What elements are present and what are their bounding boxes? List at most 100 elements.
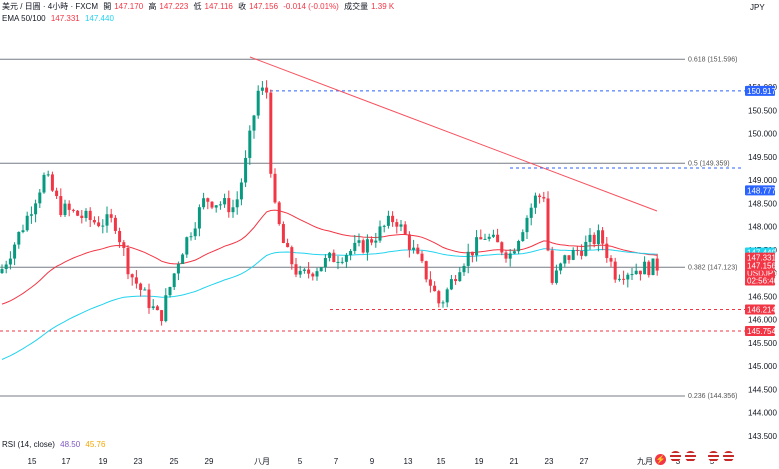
price-tag-bg (745, 325, 775, 336)
candle-body (504, 252, 508, 259)
price-tag-bg (745, 85, 775, 96)
lightning-icon[interactable]: ⚡ (655, 454, 666, 465)
candle-body (63, 203, 67, 216)
ema-legend[interactable]: EMA 50/100 147.331 147.440 (2, 14, 117, 24)
candle-body (252, 115, 256, 131)
candle-body (487, 236, 491, 239)
candle-body (529, 207, 533, 218)
rsi-value-2: 45.76 (85, 440, 106, 449)
rsi-legend[interactable]: RSI (14, close) 48.50 45.76 (2, 440, 108, 450)
candle-body (105, 214, 109, 226)
candle-body (508, 253, 512, 259)
candle-body (559, 263, 563, 271)
candle-body (580, 250, 584, 256)
candle-body (470, 251, 474, 256)
candle-body (214, 205, 218, 208)
candle-body (21, 230, 25, 232)
candle-body (605, 243, 609, 259)
open-value: 147.170 (114, 2, 144, 11)
price-tick: 144.500 (748, 385, 777, 394)
descending-trendline[interactable] (249, 56, 658, 212)
time-tick: 19 (475, 457, 484, 466)
candle-body (332, 252, 336, 263)
candle-body (428, 279, 432, 286)
candle-body (588, 234, 592, 242)
us-flag-icon[interactable] (685, 451, 696, 462)
time-tick: 3 (676, 457, 681, 466)
candle-body (294, 264, 298, 275)
candle-body (130, 274, 134, 278)
currency-label[interactable]: JPY (750, 3, 765, 12)
rsi-label: RSI (14, close) (2, 440, 55, 449)
candle-body (218, 204, 222, 206)
candle-body (433, 285, 437, 292)
candle-body (407, 234, 411, 250)
candle-body (592, 234, 596, 245)
candle-body (185, 237, 189, 255)
candle-body (189, 236, 193, 238)
candle-body (176, 263, 180, 274)
candle-body (76, 210, 80, 216)
candle-body (46, 174, 50, 176)
candle-body (483, 238, 487, 240)
time-axis[interactable]: 151719232529八月579131519212327九月35 (28, 457, 715, 466)
fib-level-label: 0.618 (151.596) (688, 56, 737, 63)
candle-body (613, 261, 617, 280)
candle-body (168, 287, 172, 296)
open-label: 開 (103, 2, 112, 11)
candlesticks (0, 80, 659, 326)
candle-body (525, 217, 529, 233)
candle-body (491, 234, 495, 237)
candle-body (311, 273, 315, 277)
candle-body (349, 250, 353, 256)
close-label: 收 (238, 2, 247, 11)
candle-body (630, 274, 634, 276)
candle-body (286, 243, 290, 248)
candle-body (50, 174, 54, 191)
candle-body (307, 269, 311, 274)
us-flag-icon[interactable] (670, 451, 681, 462)
candle-body (336, 261, 340, 263)
price-tick: 143.500 (748, 432, 777, 441)
candle-body (386, 215, 390, 226)
candle-body (361, 240, 365, 253)
candle-body (437, 291, 441, 304)
candle-body (601, 230, 605, 244)
candle-body (244, 157, 248, 183)
time-tick: 23 (545, 457, 554, 466)
symbol-title[interactable]: 美元 / 日圓 · 4小時 · FXCM (2, 2, 98, 11)
price-tick: 146.500 (748, 292, 777, 301)
ema50-value: 147.331 (50, 14, 80, 23)
candle-body (71, 209, 75, 211)
candle-body (571, 249, 575, 260)
candle-body (626, 274, 630, 280)
event-icons[interactable]: ⚡ (655, 451, 734, 465)
price-tick: 148.000 (748, 223, 777, 232)
candle-body (517, 241, 521, 252)
candle-body (155, 306, 159, 311)
ema100-line[interactable] (1, 248, 658, 360)
candle-body (449, 279, 453, 290)
candle-body (374, 240, 378, 243)
fib-level-label: 0.236 (144.356) (688, 393, 737, 400)
us-flag-icon[interactable] (708, 451, 719, 462)
candle-body (239, 182, 243, 200)
candle-body (42, 174, 46, 193)
time-tick: 7 (334, 457, 339, 466)
price-tick: 149.500 (748, 153, 777, 162)
price-tick: 144.000 (748, 409, 777, 418)
price-tag-bg (745, 185, 775, 196)
time-tick: 15 (28, 457, 37, 466)
fib-level-label: 0.5 (149.359) (688, 160, 730, 167)
price-tag-label: 147.156 (747, 262, 776, 271)
us-flag-icon[interactable] (723, 451, 734, 462)
candle-body (197, 207, 201, 229)
candle-body (403, 224, 407, 235)
rsi-value-1: 48.50 (60, 440, 81, 449)
price-axis[interactable]: 151.000150.500150.000149.500149.000148.5… (748, 83, 777, 441)
candle-body (298, 270, 302, 275)
ema-lines (1, 209, 658, 360)
time-tick: 13 (404, 457, 413, 466)
candle-body (462, 265, 466, 273)
